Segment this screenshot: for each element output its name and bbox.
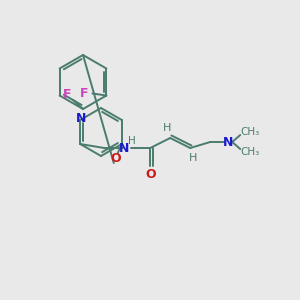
Text: H: H — [128, 136, 136, 146]
Text: O: O — [110, 152, 121, 164]
Text: N: N — [223, 136, 233, 148]
Text: H: H — [163, 123, 171, 133]
Text: N: N — [76, 112, 86, 125]
Text: F: F — [80, 87, 88, 100]
Text: CH₃: CH₃ — [241, 147, 260, 157]
Text: F: F — [63, 88, 71, 101]
Text: N: N — [119, 142, 129, 154]
Text: H: H — [189, 153, 197, 163]
Text: CH₃: CH₃ — [241, 127, 260, 137]
Text: O: O — [145, 167, 155, 181]
